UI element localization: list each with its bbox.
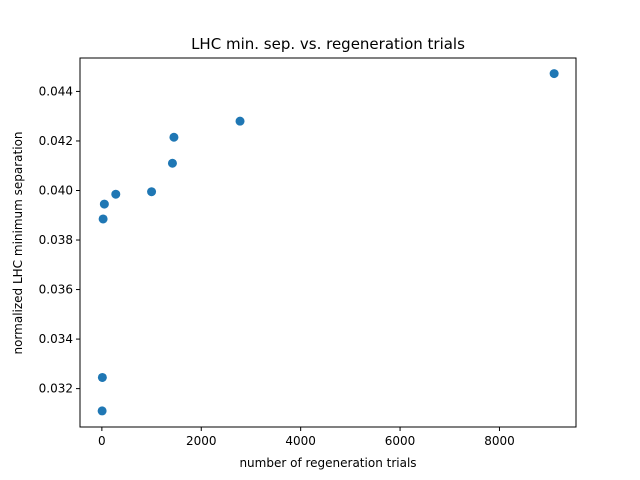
chart-title: LHC min. sep. vs. regeneration trials (191, 35, 465, 53)
y-tick-label: 0.040 (39, 183, 73, 197)
data-point (147, 187, 157, 197)
data-point (549, 69, 559, 79)
x-tick-label: 4000 (285, 434, 316, 448)
data-point (97, 406, 107, 416)
data-point (167, 158, 177, 168)
x-tick-label: 0 (98, 434, 106, 448)
x-tick-label: 8000 (484, 434, 515, 448)
y-tick-label: 0.042 (39, 134, 73, 148)
plot-area (79, 57, 577, 428)
data-point (169, 132, 179, 142)
data-point (235, 116, 245, 126)
y-tick-label: 0.038 (39, 233, 73, 247)
x-tick-label: 2000 (186, 434, 217, 448)
x-tick-label: 6000 (385, 434, 416, 448)
x-axis: 0 2000 4000 6000 8000 (98, 427, 515, 448)
y-axis-label: normalized LHC minimum separation (11, 131, 25, 354)
x-axis-label: number of regeneration trials (239, 456, 416, 470)
data-point (97, 372, 107, 382)
y-tick-label: 0.044 (39, 84, 73, 98)
y-axis: 0.032 0.034 0.036 0.038 0.040 0.042 0.044 (39, 84, 80, 396)
data-point (98, 214, 108, 224)
y-tick-label: 0.036 (39, 283, 73, 297)
data-point (99, 199, 109, 209)
y-tick-label: 0.032 (39, 382, 73, 396)
data-point (111, 189, 121, 199)
y-tick-label: 0.034 (39, 332, 73, 346)
data-points (97, 69, 559, 416)
